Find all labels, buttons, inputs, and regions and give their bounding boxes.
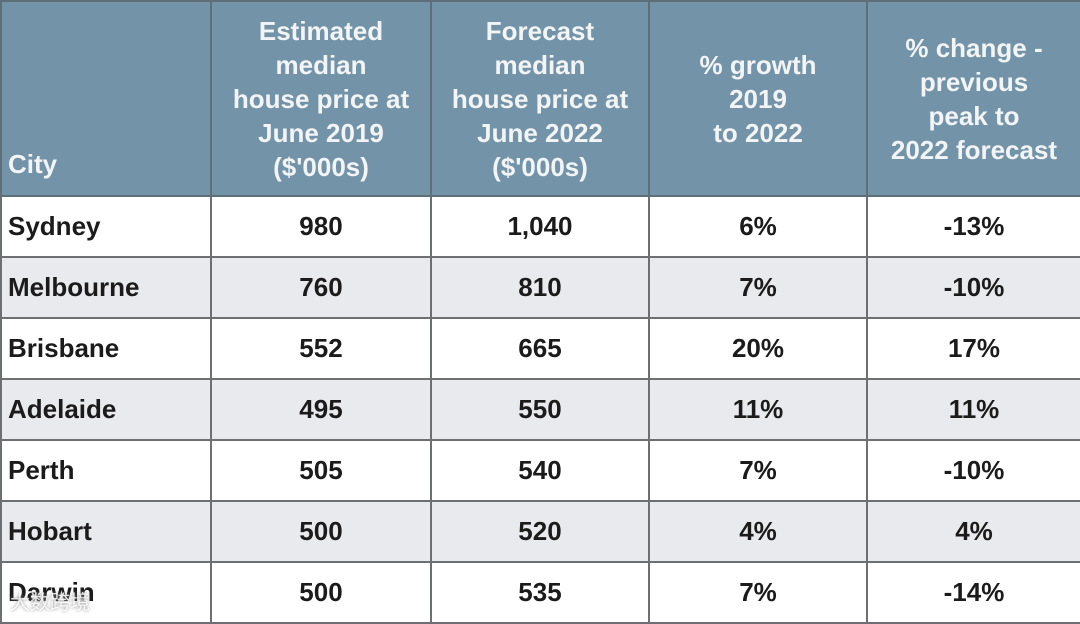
city-cell: Darwin <box>0 561 212 624</box>
value-cell: 500 <box>210 500 432 563</box>
value-cell: 535 <box>430 561 650 624</box>
header-cell: City <box>0 0 212 197</box>
value-cell: 7% <box>648 561 868 624</box>
value-cell: 6% <box>648 195 868 258</box>
header-cell: Estimated median house price at June 201… <box>210 0 432 197</box>
value-cell: 11% <box>866 378 1080 441</box>
city-cell: Hobart <box>0 500 212 563</box>
value-cell: -14% <box>866 561 1080 624</box>
value-cell: -10% <box>866 256 1080 319</box>
value-cell: 500 <box>210 561 432 624</box>
header-row: City Estimated median house price at June… <box>0 0 1080 197</box>
table-body: Sydney 980 1,040 6% -13% Melbourne 760 810 7% -10… <box>0 195 1080 624</box>
value-cell: 550 <box>430 378 650 441</box>
value-cell: 665 <box>430 317 650 380</box>
value-cell: -13% <box>866 195 1080 258</box>
value-cell: 540 <box>430 439 650 502</box>
watermark: 大数跨境 <box>10 592 90 614</box>
value-cell: 4% <box>648 500 868 563</box>
value-cell: 520 <box>430 500 650 563</box>
value-cell: 810 <box>430 256 650 319</box>
value-cell: 7% <box>648 256 868 319</box>
value-cell: 4% <box>866 500 1080 563</box>
table-row: Melbourne 760 810 7% -10% <box>0 256 1080 319</box>
table-row: Adelaide 495 550 11% 11% <box>0 378 1080 441</box>
value-cell: 17% <box>866 317 1080 380</box>
table-row: Sydney 980 1,040 6% -13% <box>0 195 1080 258</box>
value-cell: 495 <box>210 378 432 441</box>
table-row: Hobart 500 520 4% 4% <box>0 500 1080 563</box>
header-cell: Forecast median house price at June 2022… <box>430 0 650 197</box>
table-row: Brisbane 552 665 20% 17% <box>0 317 1080 380</box>
city-cell: Brisbane <box>0 317 212 380</box>
table-row: Darwin 500 535 7% -14% <box>0 561 1080 624</box>
value-cell: -10% <box>866 439 1080 502</box>
city-cell: Melbourne <box>0 256 212 319</box>
value-cell: 1,040 <box>430 195 650 258</box>
city-cell: Adelaide <box>0 378 212 441</box>
city-cell: Perth <box>0 439 212 502</box>
value-cell: 20% <box>648 317 868 380</box>
value-cell: 980 <box>210 195 432 258</box>
value-cell: 760 <box>210 256 432 319</box>
header-cell: % change - previous peak to 2022 forecas… <box>866 0 1080 197</box>
city-cell: Sydney <box>0 195 212 258</box>
table-row: Perth 505 540 7% -10% <box>0 439 1080 502</box>
value-cell: 7% <box>648 439 868 502</box>
value-cell: 552 <box>210 317 432 380</box>
value-cell: 11% <box>648 378 868 441</box>
header-cell: % growth 2019 to 2022 <box>648 0 868 197</box>
value-cell: 505 <box>210 439 432 502</box>
